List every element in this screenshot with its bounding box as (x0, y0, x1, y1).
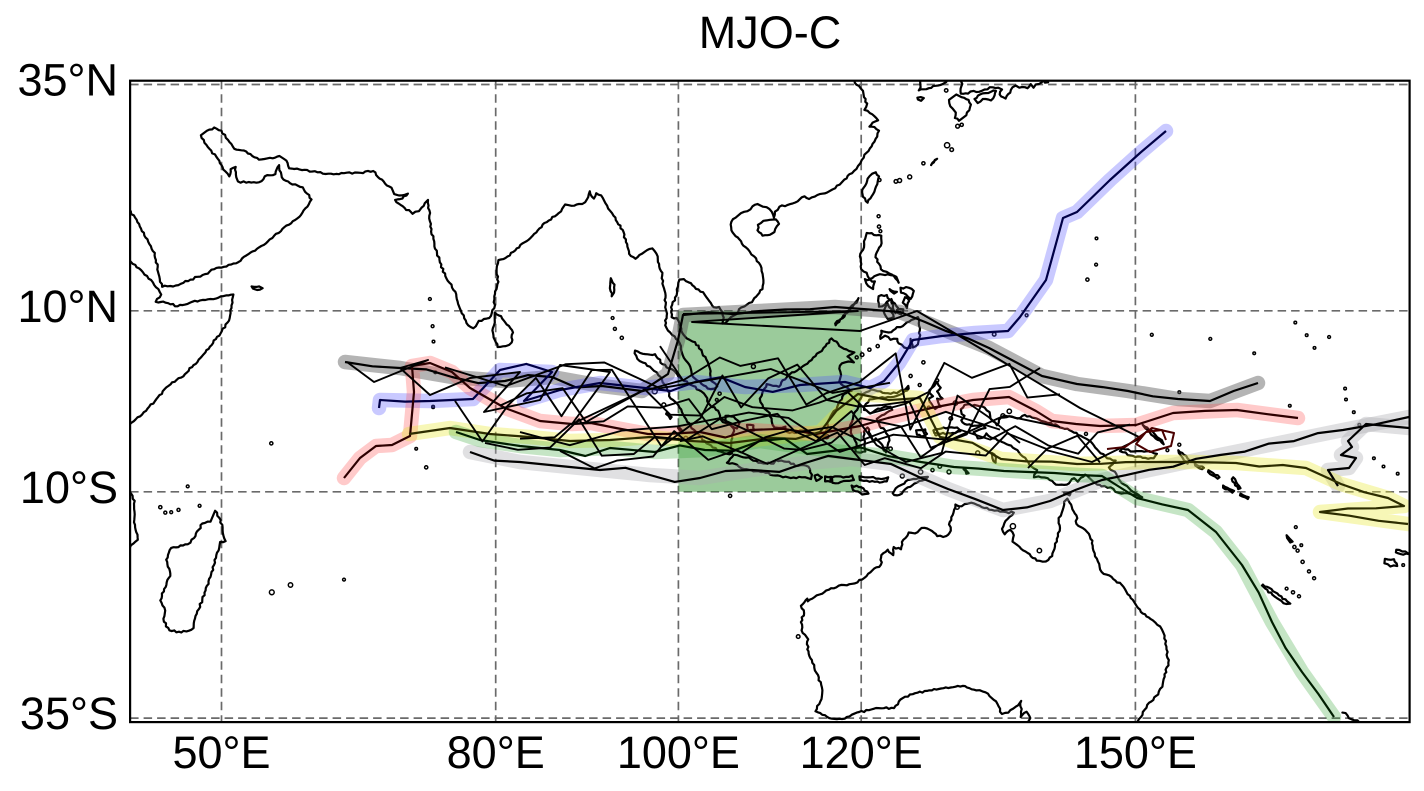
svg-text:100°E: 100°E (617, 727, 740, 778)
svg-text:MJO-C: MJO-C (699, 7, 841, 58)
svg-text:50°E: 50°E (172, 727, 270, 778)
svg-text:150°E: 150°E (1074, 727, 1197, 778)
svg-text:35°N: 35°N (17, 55, 118, 106)
svg-text:120°E: 120°E (800, 727, 923, 778)
svg-text:35°S: 35°S (20, 688, 118, 739)
svg-text:10°N: 10°N (17, 281, 118, 332)
svg-text:10°S: 10°S (20, 462, 118, 513)
svg-text:80°E: 80°E (447, 727, 545, 778)
